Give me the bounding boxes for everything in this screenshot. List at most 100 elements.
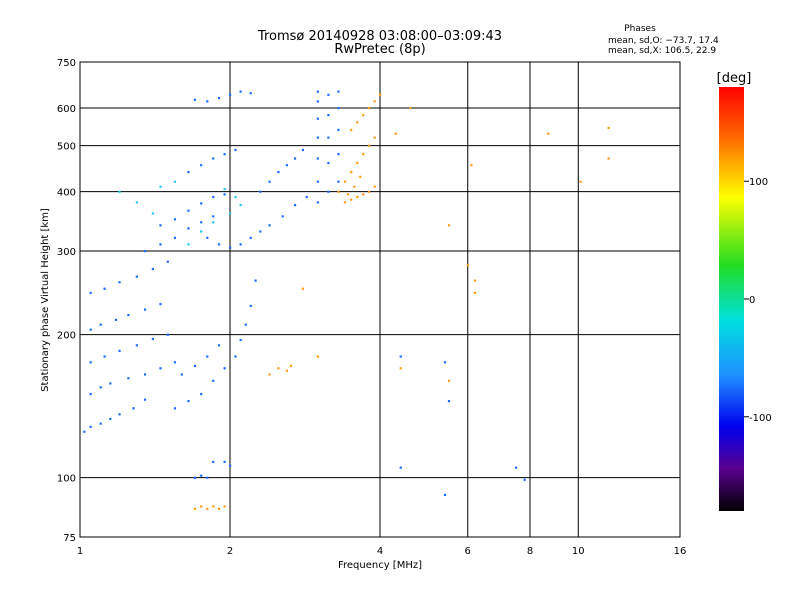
y-tick-label-6: 600 [57,104,76,115]
data-point-0-3 [109,417,112,421]
colorbar: [deg] 100 0 -100 [717,71,772,511]
data-point-2-3 [229,212,232,215]
data-point-0-91 [316,90,319,93]
stats-line-x: mean, sd,X: 106.5, 22.9 [608,46,716,56]
data-point-0-7 [89,393,92,396]
data-point-1-1 [350,198,353,201]
data-point-0-95 [327,114,330,117]
data-point-1-5 [373,185,376,188]
data-point-0-90 [316,100,319,103]
data-point-0-99 [337,128,340,131]
data-point-2-10 [159,185,162,188]
x-axis-label: Frequency [MHz] [338,560,422,571]
stats-block: Phases mean, sd,O: −73.7, 17.4 mean, sd,… [608,24,719,56]
data-point-0-65 [173,407,177,410]
chart-title: Tromsø 20140928 03:08:00–03:09:43 [257,29,502,44]
data-point-0-97 [337,180,340,183]
data-point-0-21 [99,323,102,326]
data-point-0-30 [151,267,155,271]
data-point-0-22 [114,318,118,321]
data-point-1-10 [367,144,371,147]
data-point-0-101 [337,90,340,93]
data-point-1-20 [353,185,356,188]
data-point-1-40 [607,157,610,160]
data-point-0-47 [223,153,226,156]
data-point-0-60 [268,180,271,183]
data-point-0-114 [399,355,402,358]
data-point-0-69 [223,367,226,370]
data-point-0-113 [443,361,447,364]
colorbar-label: [deg] [717,71,752,86]
data-point-0-58 [305,195,308,199]
data-point-2-7 [118,190,121,193]
data-point-0-41 [200,202,203,205]
data-point-0-45 [200,164,203,167]
data-point-0-44 [187,171,190,174]
data-point-2-1 [200,230,203,233]
data-point-1-3 [362,193,365,196]
data-point-0-32 [143,250,147,253]
data-point-0-88 [316,136,319,139]
colorbar-tick-label-1: 0 [749,295,755,306]
data-point-0-79 [193,98,197,101]
data-point-1-36 [466,264,469,267]
data-point-0-20 [89,328,92,331]
data-point-0-63 [293,157,297,160]
data-point-0-68 [212,379,215,382]
data-point-1-45 [301,287,305,290]
data-point-1-41 [579,180,582,183]
data-point-0-72 [244,323,247,326]
data-point-0-66 [187,400,190,403]
data-point-0-104 [206,476,209,479]
plot-area: 1 2 4 6 8 10 16 75 100 200 300 400 500 600 750 [57,58,686,557]
data-point-0-12 [159,367,162,370]
colorbar-gradient [719,87,744,511]
data-point-1-7 [350,171,353,174]
data-point-0-92 [327,190,330,193]
data-point-1-23 [200,505,203,508]
data-point-0-16 [118,349,121,352]
data-point-0-78 [217,344,221,347]
colorbar-tick-label-2: -100 [749,413,772,424]
data-point-0-80 [206,100,209,103]
data-point-0-55 [268,224,271,227]
data-point-0-85 [316,201,319,204]
data-point-0-64 [301,148,305,152]
data-point-1-15 [367,107,371,110]
data-point-1-38 [547,132,550,135]
data-point-1-22 [193,507,197,510]
data-point-1-6 [343,180,347,183]
data-point-1-35 [473,291,477,295]
data-point-2-2 [212,221,215,224]
data-point-1-9 [362,153,365,156]
data-point-0-110 [447,400,451,403]
data-point-0-81 [217,96,221,100]
data-point-0-49 [206,236,209,239]
data-point-0-71 [239,338,242,342]
data-point-0-38 [159,224,162,227]
data-point-0-109 [443,493,447,497]
data-point-0-29 [135,275,138,278]
data-point-1-27 [223,505,226,508]
data-point-0-84 [249,92,252,95]
x-tick-label-4: 8 [527,546,533,557]
data-point-0-11 [143,373,147,376]
data-point-1-25 [212,505,215,508]
data-point-0-57 [293,203,297,207]
data-point-0-1 [89,425,92,428]
data-points [83,90,610,510]
data-point-0-6 [143,398,147,401]
data-point-0-43 [223,193,226,196]
x-tick-label-6: 16 [674,546,687,557]
data-point-2-0 [187,243,190,246]
data-point-0-35 [187,227,190,230]
data-point-0-89 [316,117,319,120]
data-point-0-31 [166,260,169,263]
y-tick-label-7: 750 [57,58,76,69]
data-point-1-33 [447,379,451,382]
y-tick-label-5: 500 [57,142,76,153]
data-point-1-34 [473,279,477,282]
data-point-1-2 [356,195,359,199]
colorbar-tick-label-0: 100 [749,177,768,188]
